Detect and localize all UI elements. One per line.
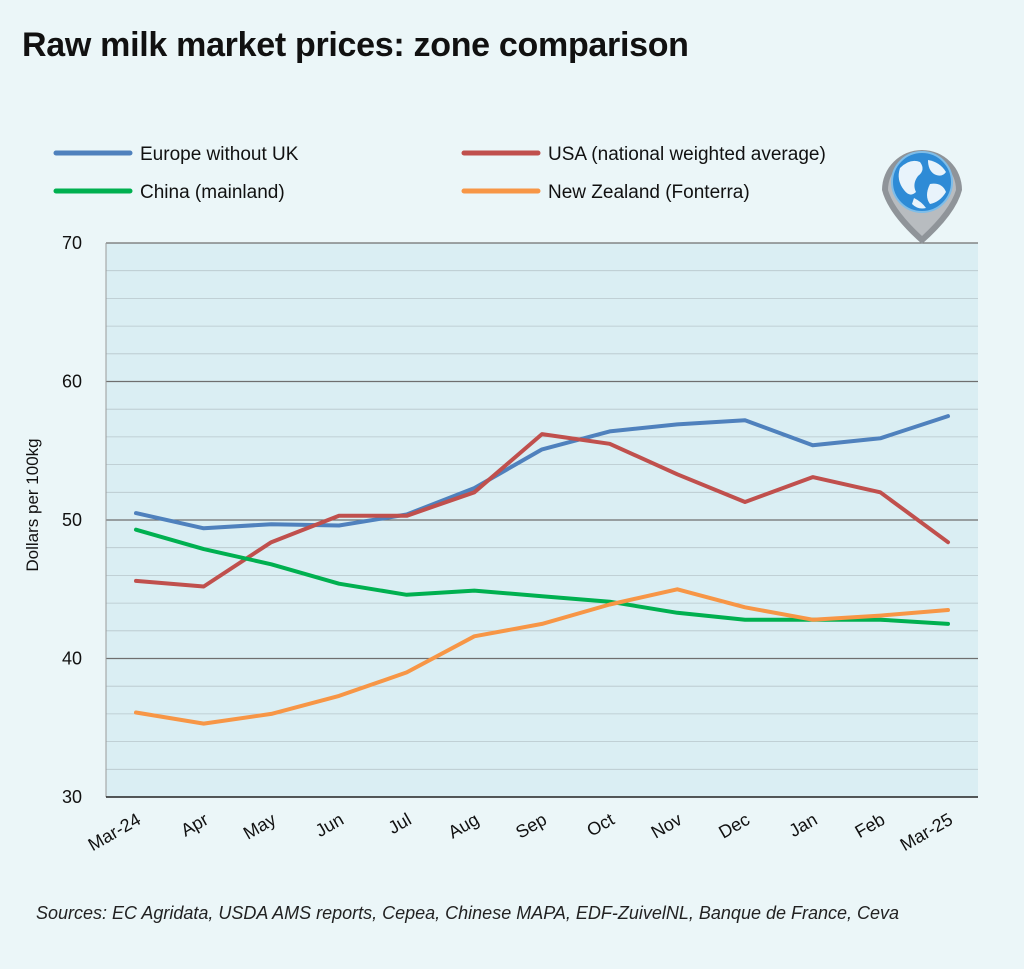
x-tick-label: Feb	[851, 809, 888, 842]
x-tick-label: Aug	[445, 809, 483, 842]
x-tick-label: Oct	[583, 809, 617, 840]
y-axis-label: Dollars per 100kg	[23, 438, 42, 571]
series-lines	[134, 414, 950, 726]
major-gridlines	[106, 242, 978, 660]
y-tick-label: 40	[62, 649, 82, 669]
series-line	[134, 587, 950, 726]
globe-pin-icon	[882, 150, 962, 244]
x-tick-label: Mar-25	[897, 809, 956, 855]
series-line	[134, 414, 950, 531]
legend-label: USA (national weighted average)	[548, 144, 826, 165]
legend: Europe without UK USA (national weighted …	[53, 144, 826, 203]
y-tick-labels: 30 40 50 60 70	[62, 233, 82, 807]
x-tick-label: Apr	[177, 809, 211, 840]
y-tick-label: 50	[62, 510, 82, 530]
chart-title: Raw milk market prices: zone comparison	[22, 26, 689, 64]
legend-label: New Zealand (Fonterra)	[548, 182, 750, 203]
y-tick-label: 30	[62, 787, 82, 807]
legend-label: Europe without UK	[140, 144, 299, 165]
x-tick-label: Sep	[512, 809, 550, 842]
sources-note: Sources: EC Agridata, USDA AMS reports, …	[36, 903, 900, 923]
x-tick-label: Jan	[786, 809, 821, 841]
series-line	[134, 432, 950, 589]
x-tick-label: May	[240, 809, 279, 843]
x-tick-label: Dec	[715, 809, 753, 842]
y-tick-label: 70	[62, 233, 82, 253]
y-tick-label: 60	[62, 372, 82, 392]
x-tick-label: Mar-24	[85, 809, 144, 855]
x-tick-label: Nov	[648, 809, 686, 842]
legend-label: China (mainland)	[140, 182, 285, 203]
x-tick-labels: Mar-24 Apr May Jun Jul Aug Sep Oct Nov Dec Jan Feb M…	[85, 809, 956, 855]
x-tick-label: Jul	[385, 809, 415, 838]
minor-gridlines	[106, 270, 978, 770]
x-tick-label: Jun	[312, 809, 347, 841]
